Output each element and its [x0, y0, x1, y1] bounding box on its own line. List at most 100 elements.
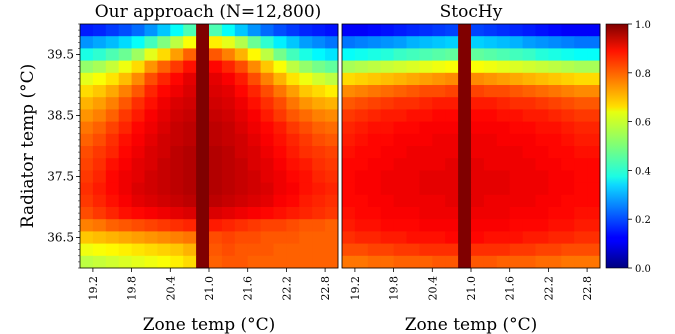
heatmap-cell [312, 121, 326, 135]
heatmap-cell [522, 207, 536, 220]
heatmap-cell [234, 231, 249, 244]
heatmap-cell [286, 97, 300, 110]
heatmap-cell [406, 121, 420, 135]
heatmap-cell [393, 24, 407, 37]
heatmap-cell [406, 207, 420, 220]
heatmap-cell [183, 36, 197, 49]
heatmap-cell [380, 158, 394, 171]
heatmap-cell [92, 133, 107, 147]
heatmap-cell [196, 60, 210, 74]
heatmap-cell [234, 133, 249, 147]
heatmap-cell [535, 97, 549, 110]
heatmap-cell [170, 133, 184, 147]
heatmap-cell [260, 243, 274, 257]
heatmap-cell [221, 255, 236, 269]
heatmap-cell [144, 24, 158, 37]
heatmap-cell [286, 36, 300, 49]
heatmap-cell [80, 36, 94, 49]
heatmap-cell [367, 97, 382, 110]
heatmap-cell [273, 121, 287, 135]
heatmap-cell [131, 85, 145, 98]
heatmap-cell [325, 60, 339, 74]
heatmap-cell [380, 170, 394, 183]
heatmap-cell [445, 121, 459, 135]
heatmap-cell [92, 97, 107, 110]
heatmap-cell [170, 48, 184, 61]
heatmap-cell [354, 109, 369, 122]
x-tick-label: 21.0 [203, 276, 216, 301]
heatmap-cell [406, 85, 420, 98]
heatmap-cell [105, 60, 120, 74]
heatmap-cell [325, 146, 339, 159]
colorbar-tick-label: 1.0 [635, 20, 651, 31]
heatmap-cell [393, 219, 407, 232]
heatmap-cell [419, 207, 433, 220]
heatmap-cell [131, 158, 145, 171]
heatmap-cell [183, 146, 197, 159]
heatmap-cell [144, 121, 158, 135]
heatmap-cell [587, 194, 601, 208]
heatmap-cell [221, 48, 236, 61]
heatmap-cell [286, 24, 300, 37]
heatmap-cell [419, 194, 433, 208]
colorbar-tick-label: 0.2 [635, 215, 651, 226]
heatmap-cell [131, 133, 145, 147]
heatmap-cell [105, 255, 120, 269]
heatmap-cell [574, 36, 588, 49]
heatmap-cell [105, 109, 120, 122]
heatmap-cell [354, 194, 369, 208]
heatmap-cell [445, 48, 459, 61]
heatmap-cell [445, 36, 459, 49]
heatmap-cell [80, 158, 94, 171]
heatmap-cell [299, 60, 313, 74]
heatmap-cell [458, 219, 472, 232]
heatmap-cell [342, 109, 356, 122]
heatmap-cell [312, 219, 326, 232]
heatmap-cell [260, 158, 274, 171]
heatmap-cell [458, 255, 472, 269]
heatmap-cell [286, 121, 300, 135]
heatmap-cell [105, 36, 120, 49]
heatmap-cell [496, 60, 511, 74]
heatmap-cell [367, 219, 382, 232]
heatmap-cell [509, 170, 523, 183]
heatmap-cell [131, 255, 145, 269]
heatmap-cell [247, 85, 261, 98]
heatmap-cell [458, 109, 472, 122]
heatmap-cell [445, 219, 459, 232]
heatmap-cell [406, 194, 420, 208]
left-x-axis-label: Zone temp (°C) [143, 315, 276, 334]
heatmap-cell [367, 146, 382, 159]
heatmap-cell [432, 182, 446, 196]
heatmap-cell [273, 85, 287, 98]
heatmap-cell [157, 36, 171, 49]
heatmap-cell [342, 48, 356, 61]
heatmap-cell [522, 243, 536, 257]
heatmap-cell [471, 85, 485, 98]
heatmap-cell [131, 146, 145, 159]
heatmap-cell [535, 158, 549, 171]
heatmap-cell [535, 146, 549, 159]
heatmap-cell [131, 243, 145, 257]
heatmap-cell [286, 60, 300, 74]
heatmap-cell [196, 182, 210, 196]
left-x-ticks: 19.2 19.8 20.4 21.0 21.6 22.2 22.8 [87, 268, 332, 301]
heatmap-cell [445, 207, 459, 220]
heatmap-cell [157, 24, 171, 37]
y-tick-label: 36.5 [47, 231, 74, 245]
heatmap-cell [342, 219, 356, 232]
heatmap-cell [548, 207, 562, 220]
heatmap-cell [471, 72, 485, 86]
left-panel: Our approach (N=12,800) 39.5 38.5 37.5 36.5… [47, 2, 339, 334]
heatmap-cell [535, 231, 549, 244]
heatmap-cell [92, 72, 107, 86]
heatmap-cell [458, 85, 472, 98]
heatmap-cell [209, 255, 223, 269]
heatmap-cell [522, 48, 536, 61]
heatmap-cell [92, 121, 107, 135]
heatmap-cell [299, 255, 313, 269]
heatmap-cell [131, 194, 145, 208]
heatmap-cell [273, 109, 287, 122]
heatmap-cell [170, 182, 184, 196]
heatmap-cell [92, 36, 107, 49]
